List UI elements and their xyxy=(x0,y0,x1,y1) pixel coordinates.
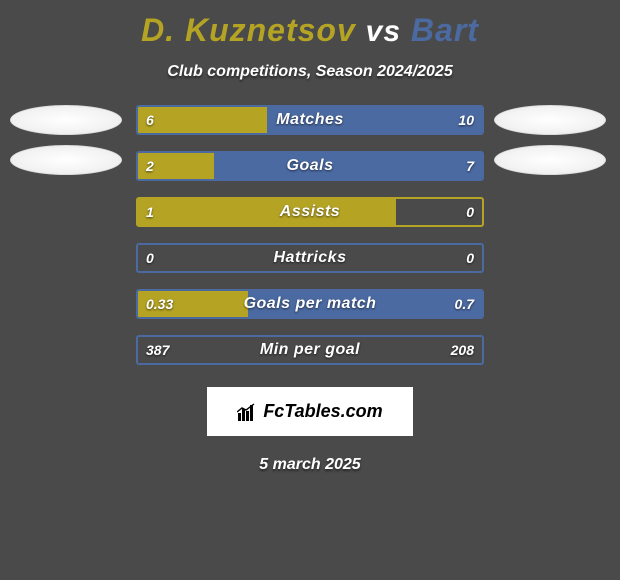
stat-value-right: 0.7 xyxy=(455,291,474,317)
stat-value-left: 0 xyxy=(146,245,154,271)
stat-bars: Matches610Goals27Assists10Hattricks00Goa… xyxy=(136,105,484,365)
player1-avatars xyxy=(10,105,126,175)
vs-text: vs xyxy=(366,15,401,48)
player2-name: Bart xyxy=(411,12,479,48)
stat-row: Assists1 0 xyxy=(136,197,484,227)
barchart-icon xyxy=(237,403,257,421)
stat-row: Matches6 10 xyxy=(136,105,484,135)
stat-row: Goals per match0.33 0.7 xyxy=(136,289,484,319)
site-logo-text: FcTables.com xyxy=(263,401,382,422)
stat-label: Assists xyxy=(138,199,482,225)
stat-label: Min per goal xyxy=(138,337,482,363)
stat-label: Goals per match xyxy=(138,291,482,317)
stat-row: Min per goal387 208 xyxy=(136,335,484,365)
stat-value-right: 10 xyxy=(458,107,474,133)
content-row: Matches610Goals27Assists10Hattricks00Goa… xyxy=(0,105,620,365)
stat-row: Hattricks0 0 xyxy=(136,243,484,273)
stat-value-right: 0 xyxy=(466,199,474,225)
stat-value-left: 387 xyxy=(146,337,169,363)
stat-label: Matches xyxy=(138,107,482,133)
player2-avatars xyxy=(494,105,610,175)
date-line: 5 march 2025 xyxy=(0,456,620,474)
player1-avatar xyxy=(10,105,122,135)
stat-row: Goals2 7 xyxy=(136,151,484,181)
player2-avatar xyxy=(494,105,606,135)
player1-name: D. Kuznetsov xyxy=(141,12,356,48)
stat-label: Goals xyxy=(138,153,482,179)
player2-club-logo xyxy=(494,145,606,175)
stat-value-right: 0 xyxy=(466,245,474,271)
comparison-title: D. Kuznetsov vs Bart xyxy=(0,0,620,49)
stat-value-left: 0.33 xyxy=(146,291,173,317)
stat-value-left: 2 xyxy=(146,153,154,179)
stat-value-right: 7 xyxy=(466,153,474,179)
stat-value-left: 1 xyxy=(146,199,154,225)
logo-wrap: FcTables.com xyxy=(0,387,620,436)
stat-label: Hattricks xyxy=(138,245,482,271)
site-logo: FcTables.com xyxy=(207,387,412,436)
stat-value-right: 208 xyxy=(451,337,474,363)
stat-value-left: 6 xyxy=(146,107,154,133)
player1-club-logo xyxy=(10,145,122,175)
subtitle: Club competitions, Season 2024/2025 xyxy=(0,63,620,81)
